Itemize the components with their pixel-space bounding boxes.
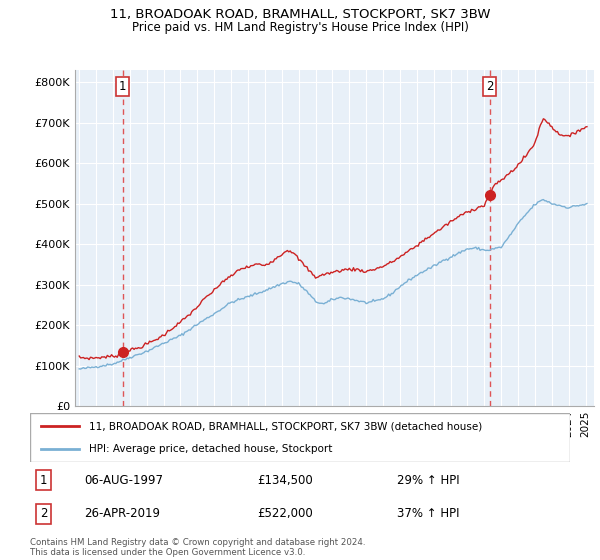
Text: 06-AUG-1997: 06-AUG-1997 bbox=[84, 474, 163, 487]
Text: 29% ↑ HPI: 29% ↑ HPI bbox=[397, 474, 460, 487]
Text: HPI: Average price, detached house, Stockport: HPI: Average price, detached house, Stoc… bbox=[89, 444, 333, 454]
Text: 2: 2 bbox=[40, 507, 47, 520]
Text: 11, BROADOAK ROAD, BRAMHALL, STOCKPORT, SK7 3BW: 11, BROADOAK ROAD, BRAMHALL, STOCKPORT, … bbox=[110, 8, 490, 21]
Text: Contains HM Land Registry data © Crown copyright and database right 2024.
This d: Contains HM Land Registry data © Crown c… bbox=[30, 538, 365, 557]
Text: £134,500: £134,500 bbox=[257, 474, 313, 487]
Text: 2: 2 bbox=[486, 80, 493, 93]
Text: 1: 1 bbox=[40, 474, 47, 487]
Text: 37% ↑ HPI: 37% ↑ HPI bbox=[397, 507, 460, 520]
Text: 1: 1 bbox=[119, 80, 127, 93]
Text: 11, BROADOAK ROAD, BRAMHALL, STOCKPORT, SK7 3BW (detached house): 11, BROADOAK ROAD, BRAMHALL, STOCKPORT, … bbox=[89, 421, 482, 431]
Text: 26-APR-2019: 26-APR-2019 bbox=[84, 507, 160, 520]
Text: Price paid vs. HM Land Registry's House Price Index (HPI): Price paid vs. HM Land Registry's House … bbox=[131, 21, 469, 34]
Text: £522,000: £522,000 bbox=[257, 507, 313, 520]
